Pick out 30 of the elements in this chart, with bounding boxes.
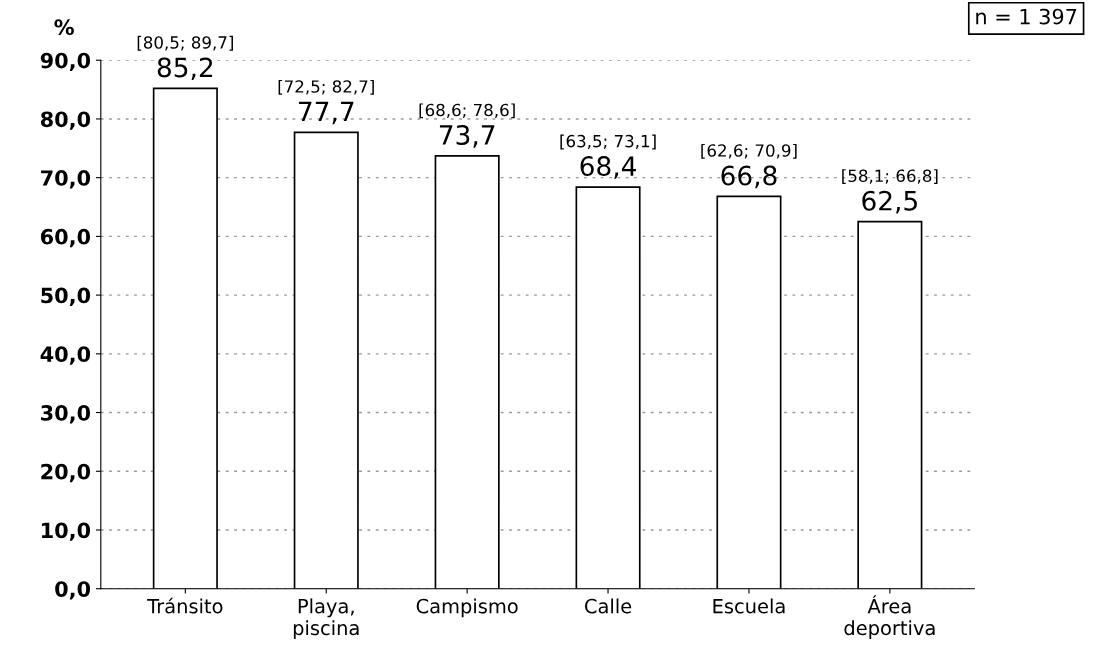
y-axis-title: % [54, 19, 74, 36]
x-tick-label: Calle [585, 598, 632, 614]
data-label: 62,5 [862, 190, 917, 214]
x-tick-label: Tránsito [147, 597, 223, 614]
x-tick-label: Campismo [416, 598, 518, 618]
data-label: 66,8 [721, 165, 777, 189]
annotation: [62,6; 70,9] [701, 143, 797, 159]
annotation: [63,5; 73,1] [560, 134, 656, 150]
data-label: 77,7 [299, 101, 354, 125]
annotation: [68,6; 78,6] [419, 103, 515, 119]
x-tick-label: Área deportiva [844, 595, 935, 640]
x-tick-label: Escuela [713, 598, 785, 614]
y-tick-label: 30,0 [41, 405, 91, 424]
annotation: [58,1; 66,8] [842, 169, 938, 185]
data-label: 68,4 [580, 156, 636, 179]
data-label: 85,2 [157, 57, 213, 81]
text: n = 1 397 [976, 8, 1077, 25]
data-label: 73,7 [439, 124, 495, 148]
y-tick-label: 10,0 [42, 522, 91, 541]
y-tick-label: 90,0 [40, 52, 91, 72]
y-tick-label: 0,0 [55, 581, 91, 600]
y-tick-label: 70,0 [41, 170, 91, 189]
y-tick-label: 80,0 [40, 111, 91, 130]
y-tick-label: 50,0 [41, 287, 91, 306]
annotation: [72,5; 82,7] [278, 79, 374, 95]
y-tick-label: 40,0 [40, 346, 91, 365]
y-tick-label: 20,0 [41, 463, 91, 483]
x-tick-label: Playa, piscina [293, 598, 359, 640]
y-tick-label: 60,0 [40, 228, 91, 248]
annotation: [80,5; 89,7] [137, 35, 233, 51]
